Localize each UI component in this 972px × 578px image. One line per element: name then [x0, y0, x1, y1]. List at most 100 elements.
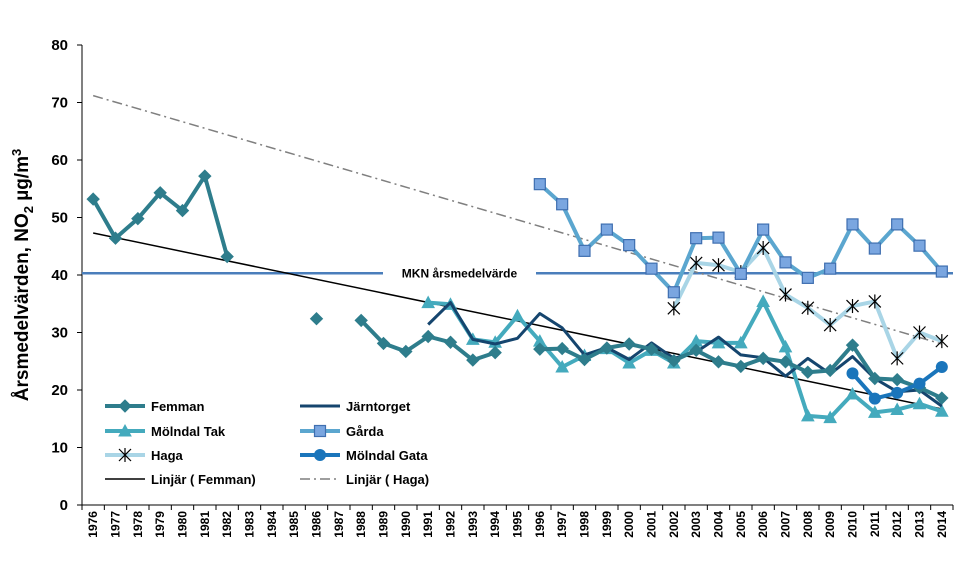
series-femman	[86, 169, 949, 405]
x-tick-label: 2002	[667, 511, 681, 538]
data-point	[801, 365, 815, 379]
x-tick-label: 1987	[332, 511, 346, 538]
x-tick-label: 1986	[310, 511, 324, 538]
legend-item-gårda: Gårda	[300, 424, 384, 439]
data-point	[845, 338, 860, 352]
x-tick-label: 2008	[801, 511, 815, 538]
legend-label: Gårda	[346, 424, 384, 439]
legend-item-mölndal-gata: Mölndal Gata	[300, 448, 428, 463]
data-point	[868, 294, 882, 309]
y-tick-label: 50	[51, 210, 68, 227]
data-point	[689, 255, 703, 270]
data-point	[779, 256, 792, 269]
data-point	[868, 371, 882, 386]
data-point	[577, 352, 592, 367]
x-tick-label: 1988	[354, 511, 368, 538]
x-tick-label: 2003	[689, 511, 703, 538]
x-tick-label: 1979	[153, 511, 167, 538]
legend-swatch-marker	[314, 449, 326, 461]
y-axis-title: Årsmedelvärden, NO2 µg/m3	[9, 149, 36, 401]
legend-swatch-marker	[313, 424, 327, 438]
mkn-label: MKN årsmedelvärde	[402, 266, 518, 280]
data-point	[778, 355, 793, 369]
data-point	[845, 386, 860, 400]
data-point	[935, 265, 948, 278]
data-point	[443, 335, 458, 349]
x-tick-label: 1994	[488, 511, 502, 538]
legend-item-järntorget: Järntorget	[300, 399, 411, 414]
data-point	[913, 239, 926, 252]
data-point	[757, 223, 770, 236]
series-mölndal-tak	[421, 294, 949, 424]
data-point	[890, 402, 905, 416]
x-tick-label: 2006	[756, 511, 770, 538]
legend-swatch-marker	[118, 423, 132, 437]
legend-label: Järntorget	[346, 399, 411, 414]
x-tick-label: 1983	[243, 511, 257, 538]
data-point	[801, 271, 814, 284]
data-point	[421, 295, 436, 309]
series-mölndal-gata	[846, 361, 948, 405]
legend-item-haga: Haga	[105, 448, 184, 463]
data-point	[913, 325, 926, 340]
x-tick-label: 1982	[220, 511, 234, 538]
x-tick-label: 2014	[935, 511, 949, 538]
data-point	[712, 258, 725, 273]
data-point	[913, 377, 926, 390]
data-point	[689, 343, 703, 358]
data-point	[667, 353, 681, 368]
legend-label: Linjär ( Haga)	[346, 472, 429, 487]
y-tick-label: 60	[51, 152, 68, 169]
x-tick-label: 2013	[913, 511, 927, 538]
data-point	[622, 337, 636, 351]
legend-swatch-marker	[118, 399, 132, 413]
x-tick-label: 2009	[823, 511, 837, 538]
data-point	[108, 231, 123, 245]
data-point	[578, 244, 591, 257]
data-point	[711, 355, 726, 369]
y-tick-label: 40	[51, 267, 68, 284]
trendline-linjär-haga-	[92, 94, 943, 345]
data-point	[824, 262, 837, 275]
data-point	[555, 359, 570, 373]
data-point	[533, 342, 547, 356]
data-point	[756, 351, 770, 366]
data-point	[555, 341, 569, 356]
data-series	[86, 169, 949, 424]
data-point	[131, 211, 145, 226]
legend-swatch-marker	[118, 448, 132, 462]
y-axis-label: Årsmedelvärden, NO2 µg/m3	[9, 149, 36, 401]
y-tick-label: 30	[51, 325, 68, 342]
data-point	[644, 342, 659, 356]
data-point	[600, 341, 614, 355]
y-axis-title-unit: µg/m	[12, 156, 33, 206]
x-tick-label: 2012	[890, 511, 904, 538]
data-point	[846, 367, 859, 380]
data-point	[823, 410, 838, 424]
legend-label: Mölndal Tak	[151, 424, 226, 439]
data-point	[220, 249, 234, 264]
data-point	[756, 240, 770, 255]
data-point	[175, 203, 190, 218]
legend-item-linjär-haga: Linjär ( Haga)	[300, 472, 429, 487]
x-tick-label: 1985	[287, 511, 301, 538]
data-point	[756, 294, 771, 307]
data-point	[645, 262, 658, 275]
data-point	[800, 408, 815, 422]
data-point	[198, 169, 212, 183]
data-point	[600, 223, 613, 236]
x-tick-label: 1980	[176, 511, 190, 538]
data-point	[779, 287, 792, 302]
x-tick-label: 1999	[600, 511, 614, 538]
data-point	[421, 329, 435, 344]
data-point	[935, 391, 949, 405]
data-point	[890, 351, 904, 366]
x-tick-label: 1991	[421, 511, 435, 538]
x-tick-label: 1993	[466, 511, 480, 538]
x-tick-label: 2007	[779, 511, 793, 538]
data-point	[734, 359, 748, 374]
data-point	[556, 198, 569, 211]
data-point	[667, 301, 681, 316]
data-point	[934, 404, 949, 417]
y-tick-label: 10	[51, 440, 68, 457]
